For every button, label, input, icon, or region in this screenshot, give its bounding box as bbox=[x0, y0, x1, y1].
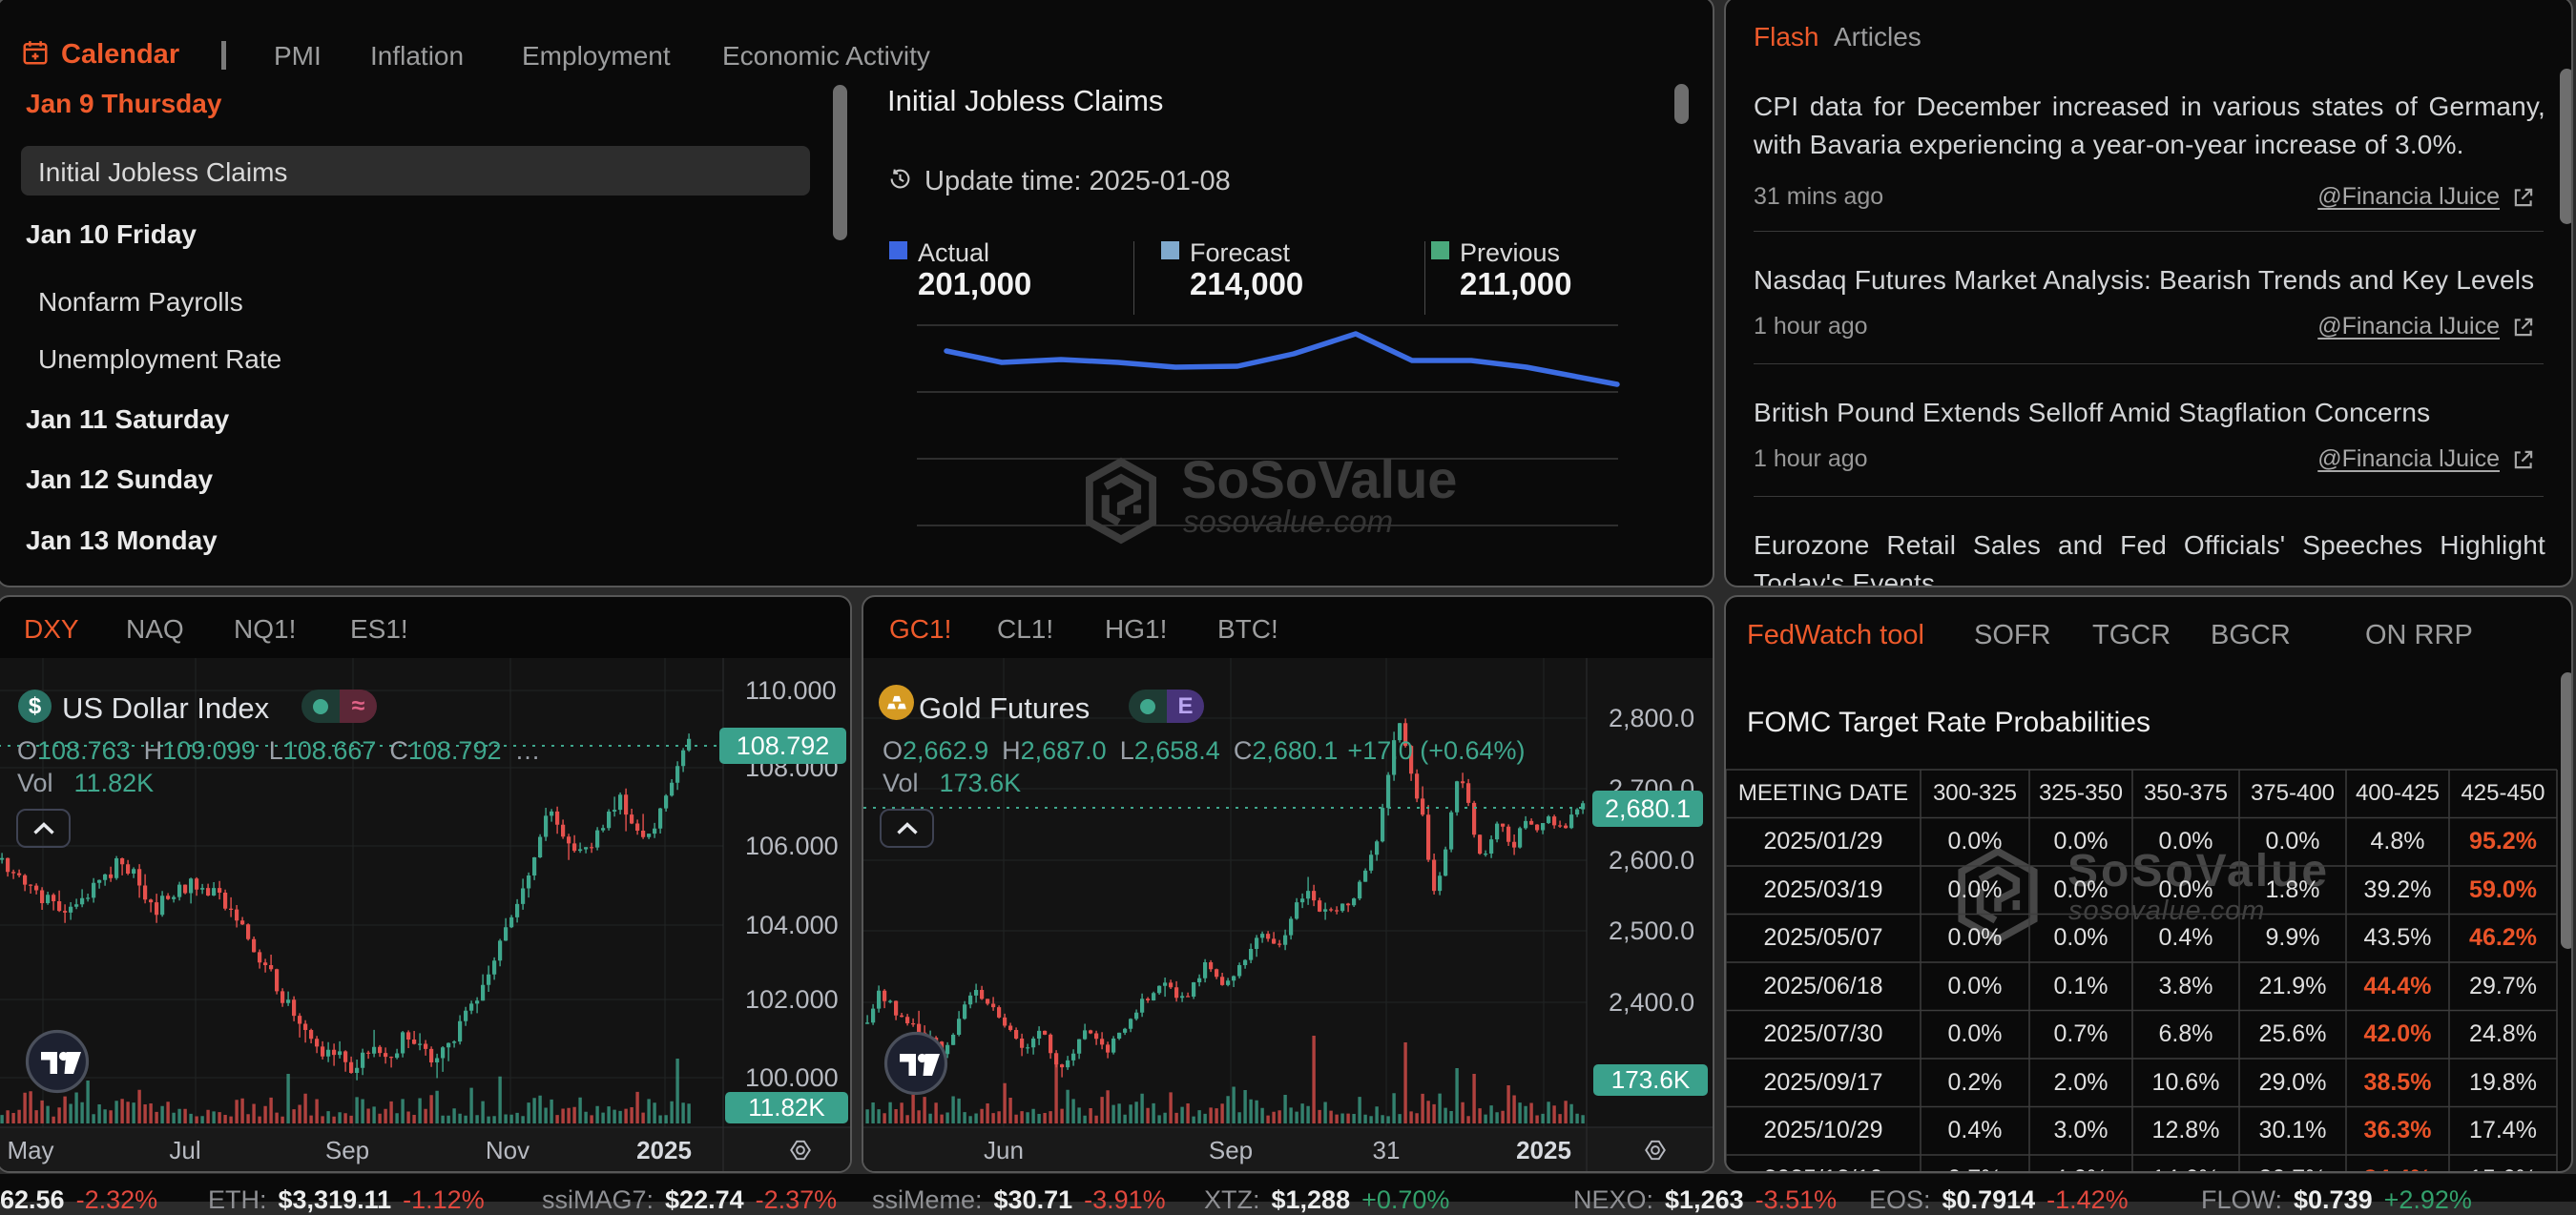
svg-text:2,400.0: 2,400.0 bbox=[1609, 988, 1694, 1017]
svg-text:31: 31 bbox=[1373, 1136, 1401, 1164]
svg-text:110.000: 110.000 bbox=[745, 676, 837, 705]
svg-text:Jul: Jul bbox=[169, 1136, 200, 1164]
svg-text:May: May bbox=[7, 1136, 53, 1164]
svg-text:2,600.0: 2,600.0 bbox=[1609, 846, 1694, 875]
svg-text:2,800.0: 2,800.0 bbox=[1609, 704, 1694, 732]
svg-text:2,500.0: 2,500.0 bbox=[1609, 916, 1694, 945]
svg-text:Sep: Sep bbox=[325, 1136, 369, 1164]
svg-text:106.000: 106.000 bbox=[745, 832, 839, 860]
svg-text:Sep: Sep bbox=[1209, 1136, 1253, 1164]
svg-text:2,680.1: 2,680.1 bbox=[1605, 794, 1691, 823]
svg-text:173.6K: 173.6K bbox=[1611, 1065, 1691, 1094]
svg-text:11.82K: 11.82K bbox=[748, 1093, 825, 1122]
svg-text:100.000: 100.000 bbox=[745, 1063, 839, 1092]
svg-text:2025: 2025 bbox=[636, 1136, 692, 1164]
svg-text:108.792: 108.792 bbox=[737, 731, 830, 760]
svg-text:102.000: 102.000 bbox=[745, 985, 839, 1014]
svg-text:104.000: 104.000 bbox=[745, 911, 839, 939]
svg-text:Nov: Nov bbox=[486, 1136, 530, 1164]
svg-text:Jun: Jun bbox=[984, 1136, 1024, 1164]
svg-text:2025: 2025 bbox=[1516, 1136, 1571, 1164]
